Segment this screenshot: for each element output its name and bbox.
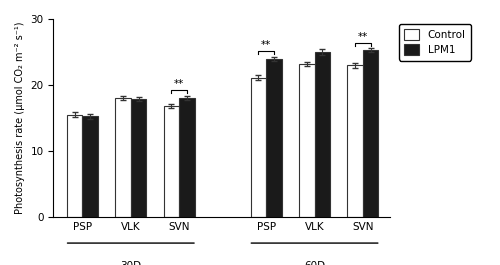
Bar xyxy=(348,65,363,217)
Bar xyxy=(116,98,131,217)
Bar xyxy=(131,99,146,217)
Text: **: ** xyxy=(174,80,184,89)
Y-axis label: Photosynthesis rate (μmol CO₂ m⁻² s⁻¹): Photosynthesis rate (μmol CO₂ m⁻² s⁻¹) xyxy=(15,22,25,214)
Bar xyxy=(164,106,179,217)
Legend: Control, LPM1: Control, LPM1 xyxy=(398,24,471,60)
Bar xyxy=(250,78,266,217)
Text: **: ** xyxy=(261,40,272,50)
Bar xyxy=(299,64,314,217)
Bar xyxy=(314,52,330,217)
Bar xyxy=(179,98,194,217)
Bar xyxy=(67,115,82,217)
Text: 60D: 60D xyxy=(304,261,325,265)
Bar xyxy=(266,59,281,217)
Bar xyxy=(82,116,98,217)
Text: 30D: 30D xyxy=(120,261,142,265)
Text: **: ** xyxy=(358,32,368,42)
Bar xyxy=(363,50,378,217)
